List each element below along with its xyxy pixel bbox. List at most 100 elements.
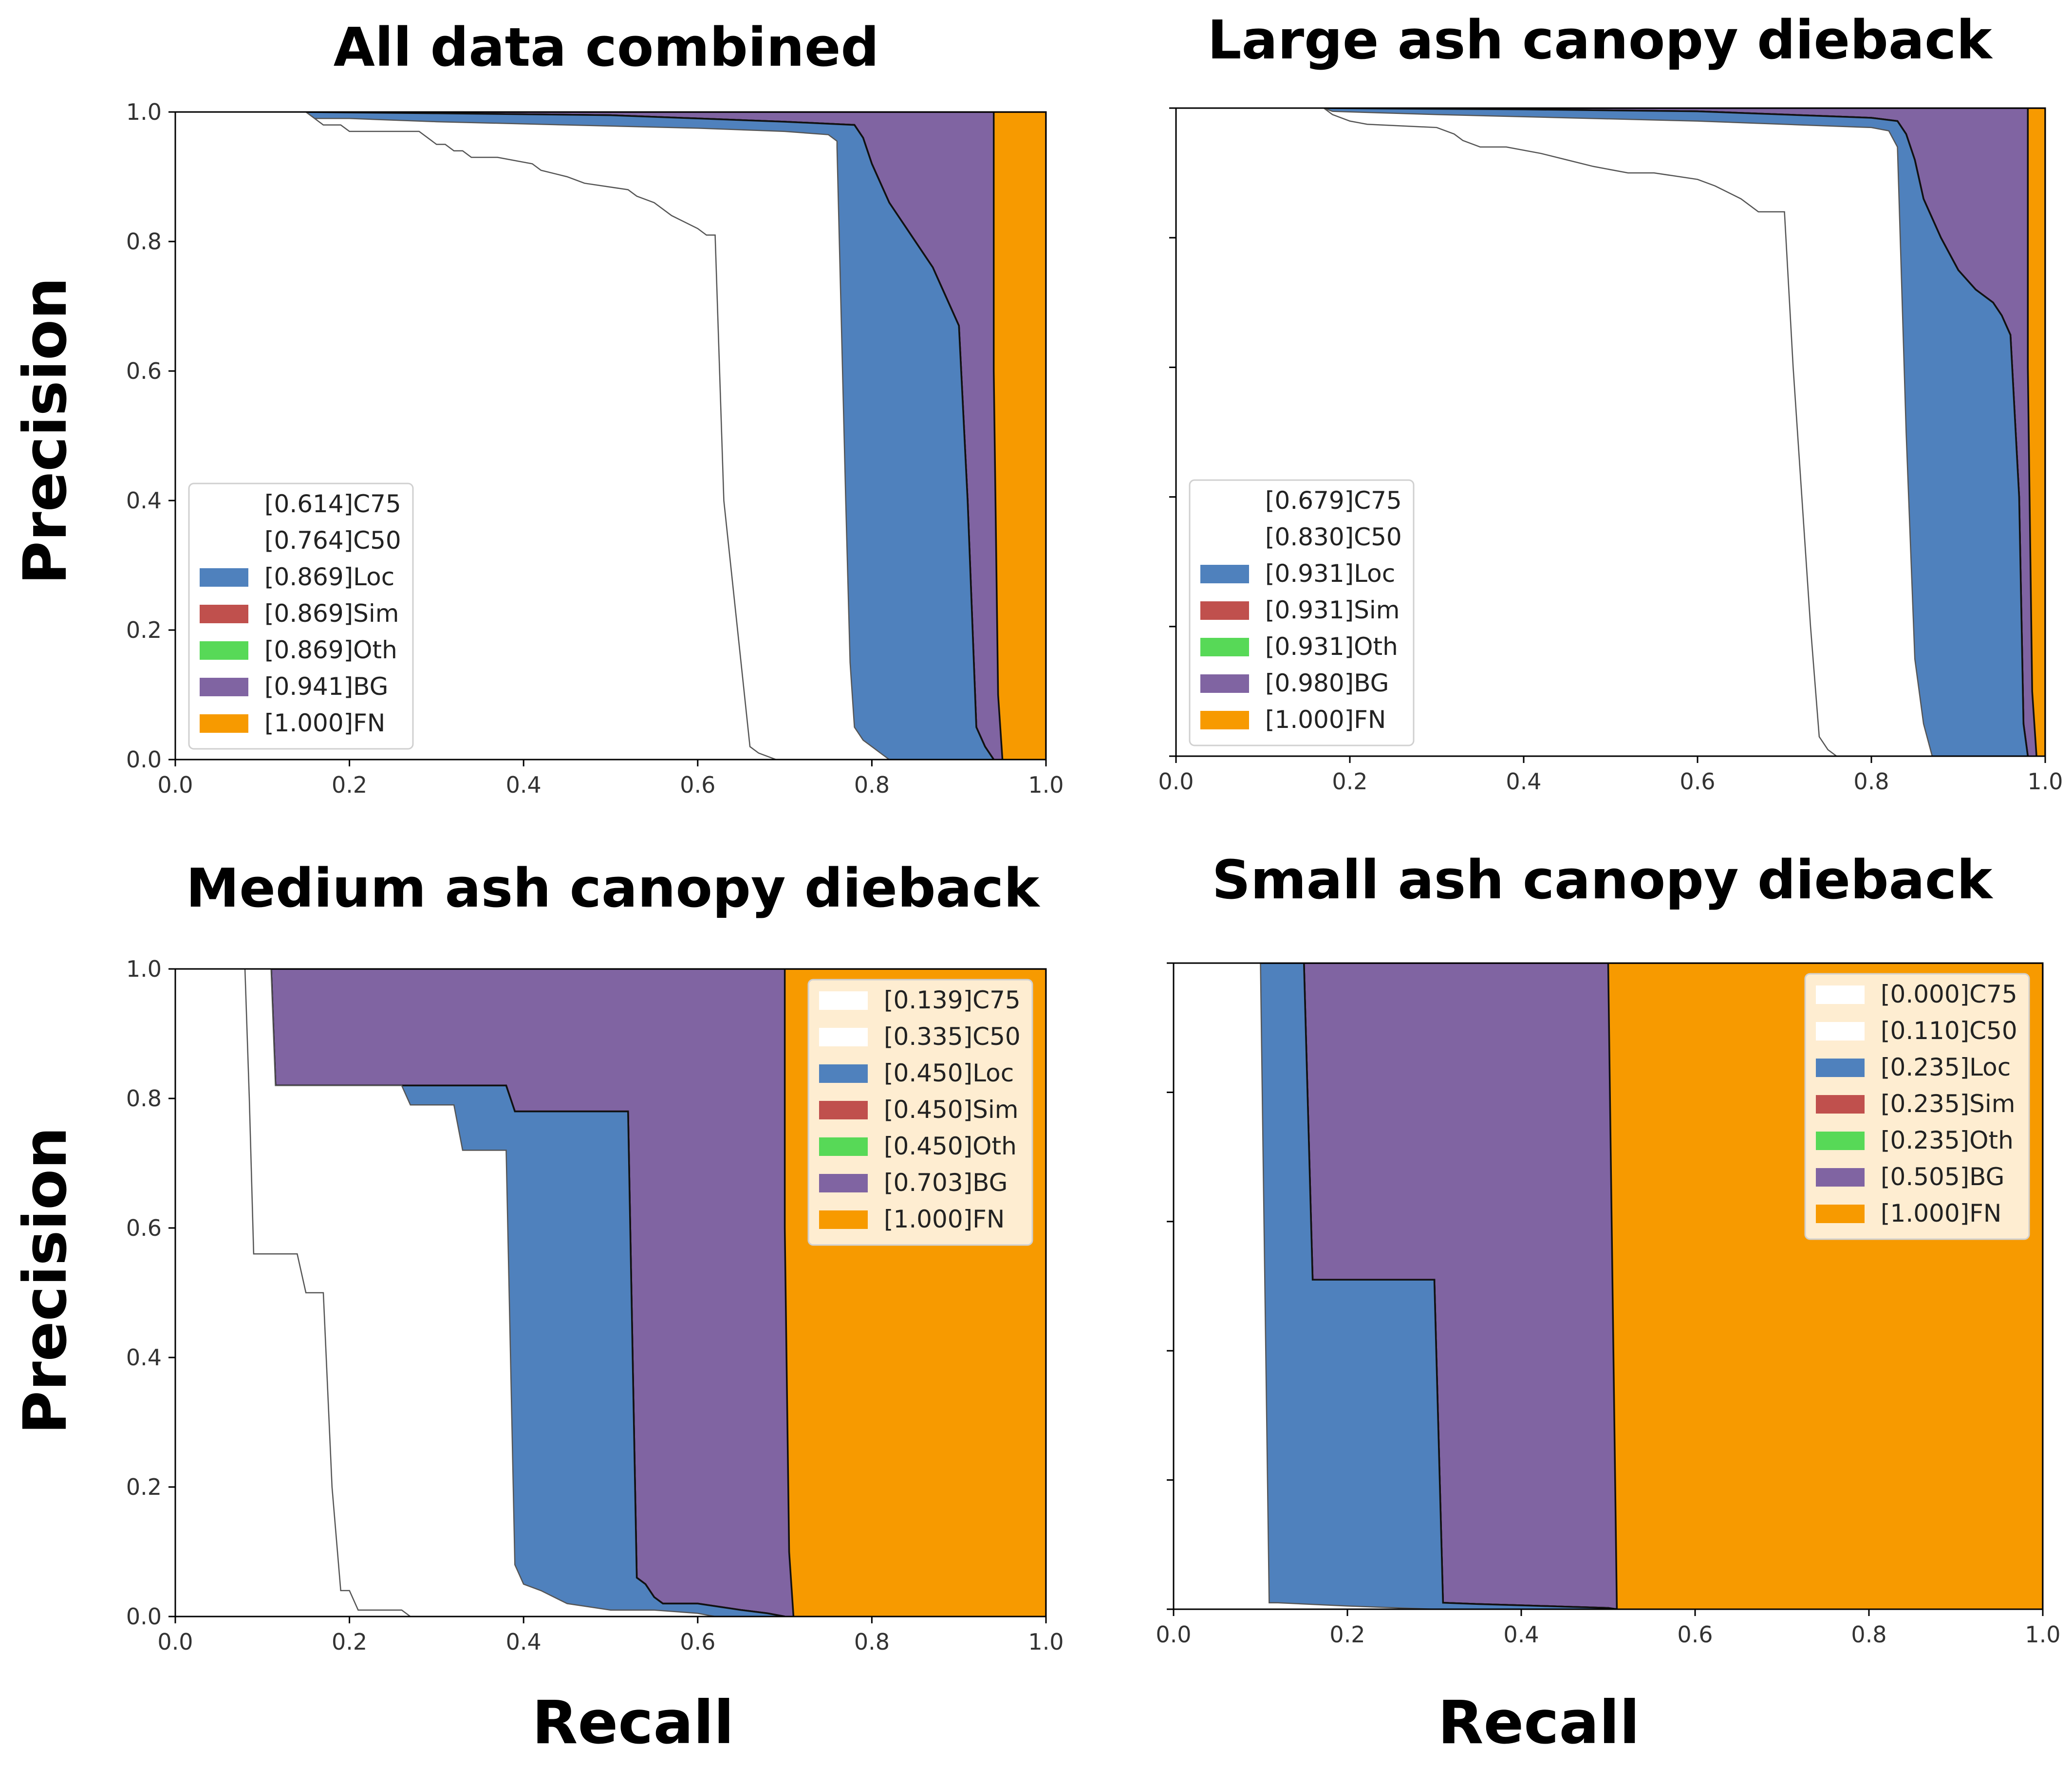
panel-title: All data combined: [334, 16, 879, 78]
x-tick-label: 0.2: [332, 1629, 367, 1655]
legend-label: [0.869]Oth: [264, 636, 397, 664]
legend-label: [0.505]BG: [1881, 1163, 2004, 1191]
curve-bg: [1176, 108, 2037, 756]
legend-label: [0.139]C75: [884, 986, 1021, 1014]
chart-panel-small: Small ash canopy dieback 0.0 0.2 0.4 0.6 0.8…: [1156, 849, 2060, 1648]
legend-label: [0.869]Loc: [264, 563, 394, 591]
x-tick-label: 0.2: [1332, 768, 1367, 795]
legend-swatch-fn: [819, 1210, 868, 1229]
legend-label: [0.450]Oth: [884, 1132, 1017, 1160]
legend-swatch-fn: [1200, 711, 1249, 729]
legend-swatch-oth: [200, 641, 248, 660]
x-tick-label: 0.2: [1329, 1621, 1365, 1648]
legend: [0.679]C75 [0.830]C50 [0.931]Loc [0.931]Sim…: [1189, 479, 1415, 746]
curve-c50: [175, 112, 890, 760]
legend-swatch-c75: [1816, 985, 1865, 1004]
x-tick-label: 0.2: [332, 772, 367, 798]
legend-swatch-c50: [1816, 1022, 1865, 1041]
x-tick-label: 1.0: [1028, 1629, 1064, 1655]
x-tick-label: 0.6: [680, 772, 715, 798]
legend-swatch-c50: [1200, 528, 1249, 547]
legend-label: [0.941]BG: [264, 672, 388, 701]
y-tick-label: 0.8: [126, 228, 162, 255]
y-axis-label-bottom: Precision: [11, 1127, 80, 1434]
x-axis-label-right: Recall: [1438, 1688, 1640, 1757]
curve-c50: [1176, 108, 1933, 756]
y-tick-label: 0.0: [126, 1603, 162, 1630]
legend-swatch-c50: [200, 532, 248, 550]
legend-swatch-c75: [1200, 492, 1249, 510]
chart-panel-medium: Medium ash canopy dieback 0.0 0.2 0.4 0.6 0.…: [126, 857, 1064, 1655]
area-loc: [1174, 963, 1617, 1609]
y-tick-label: 0.6: [126, 1215, 162, 1241]
plot-frame: [1175, 107, 2046, 757]
x-tick-label: 0.4: [506, 1629, 541, 1655]
y-tick-label: 1.0: [126, 99, 162, 125]
x-tick-label: 0.0: [1156, 1621, 1191, 1648]
curve-loc: [175, 112, 995, 760]
legend-label: [0.235]Oth: [1881, 1126, 2014, 1154]
legend: [0.000]C75 [0.110]C50 [0.235]Loc [0.235]Sim…: [1804, 973, 2030, 1240]
plot-frame: [1173, 962, 2044, 1610]
legend-label: [0.335]C50: [884, 1022, 1021, 1051]
legend-swatch-loc: [200, 568, 248, 587]
legend-label: [0.000]C75: [1881, 980, 2017, 1008]
legend-label: [1.000]FN: [1881, 1199, 2001, 1227]
curve-loc: [1174, 963, 1617, 1609]
x-tick-label: 1.0: [1028, 772, 1064, 798]
y-tick-label: 0.4: [126, 487, 162, 514]
x-tick-label: 0.4: [506, 772, 541, 798]
legend-swatch-fn: [200, 714, 248, 733]
curve-c50: [1174, 963, 1443, 1609]
y-tick-label: 0.2: [126, 1474, 162, 1500]
panel-title: Small ash canopy dieback: [1212, 849, 1994, 911]
x-tick-label: 0.0: [157, 772, 193, 798]
legend-label: [0.931]Oth: [1265, 632, 1398, 661]
area-c50: [1174, 963, 1443, 1609]
chart-panel-all-data: All data combined 0.0 0.2 0.4 0.6 0.8 1.0 0.0 0…: [126, 16, 1064, 798]
y-tick-label: 0.8: [126, 1085, 162, 1112]
legend-swatch-sim: [1816, 1095, 1865, 1114]
x-tick-label: 0.4: [1503, 1621, 1539, 1648]
x-tick-label: 1.0: [2025, 1621, 2060, 1648]
legend-swatch-bg: [1816, 1168, 1865, 1187]
panel-title: Medium ash canopy dieback: [186, 857, 1041, 919]
legend: [0.139]C75 [0.335]C50 [0.450]Loc [0.450]Sim…: [807, 979, 1033, 1246]
y-tick-label: 0.4: [126, 1344, 162, 1371]
curve-c75: [1176, 108, 1837, 756]
y-tick-label: 0.6: [126, 358, 162, 384]
legend-label: [0.235]Loc: [1881, 1053, 2011, 1081]
x-tick-label: 0.6: [1677, 1621, 1713, 1648]
legend-swatch-c50: [819, 1028, 868, 1046]
x-tick-label: 0.0: [157, 1629, 193, 1655]
curve-bg: [175, 112, 1004, 760]
x-tick-label: 0.8: [1851, 1621, 1886, 1648]
curve-bg: [175, 969, 795, 1617]
x-tick-label: 0.6: [1680, 768, 1715, 795]
curve-loc: [1176, 108, 2029, 756]
legend-swatch-loc: [1816, 1059, 1865, 1077]
legend-swatch-oth: [819, 1137, 868, 1156]
x-tick-label: 0.8: [854, 1629, 890, 1655]
x-tick-label: 0.6: [680, 1629, 715, 1655]
plot-frame: [174, 111, 1047, 761]
x-axis-label-left: Recall: [532, 1688, 734, 1757]
legend-swatch-bg: [1200, 674, 1249, 693]
curve-bg: [1174, 963, 1618, 1609]
legend-swatch-oth: [1200, 638, 1249, 656]
legend-swatch-fn: [1816, 1205, 1865, 1223]
legend-swatch-sim: [819, 1101, 868, 1119]
legend-swatch-oth: [1816, 1132, 1865, 1150]
legend-label: [0.980]BG: [1265, 669, 1389, 697]
legend-label: [0.830]C50: [1265, 523, 1402, 551]
y-tick-label: 1.0: [126, 956, 162, 982]
y-axis-label-top: Precision: [11, 277, 80, 585]
x-tick-label: 0.0: [1158, 768, 1194, 795]
y-tick-label: 0.2: [126, 617, 162, 643]
legend-label: [0.450]Loc: [884, 1059, 1014, 1087]
x-tick-label: 0.4: [1506, 768, 1541, 795]
legend-label: [0.110]C50: [1881, 1017, 2017, 1045]
legend-label: [0.450]Sim: [884, 1096, 1019, 1124]
legend-swatch-bg: [819, 1174, 868, 1192]
